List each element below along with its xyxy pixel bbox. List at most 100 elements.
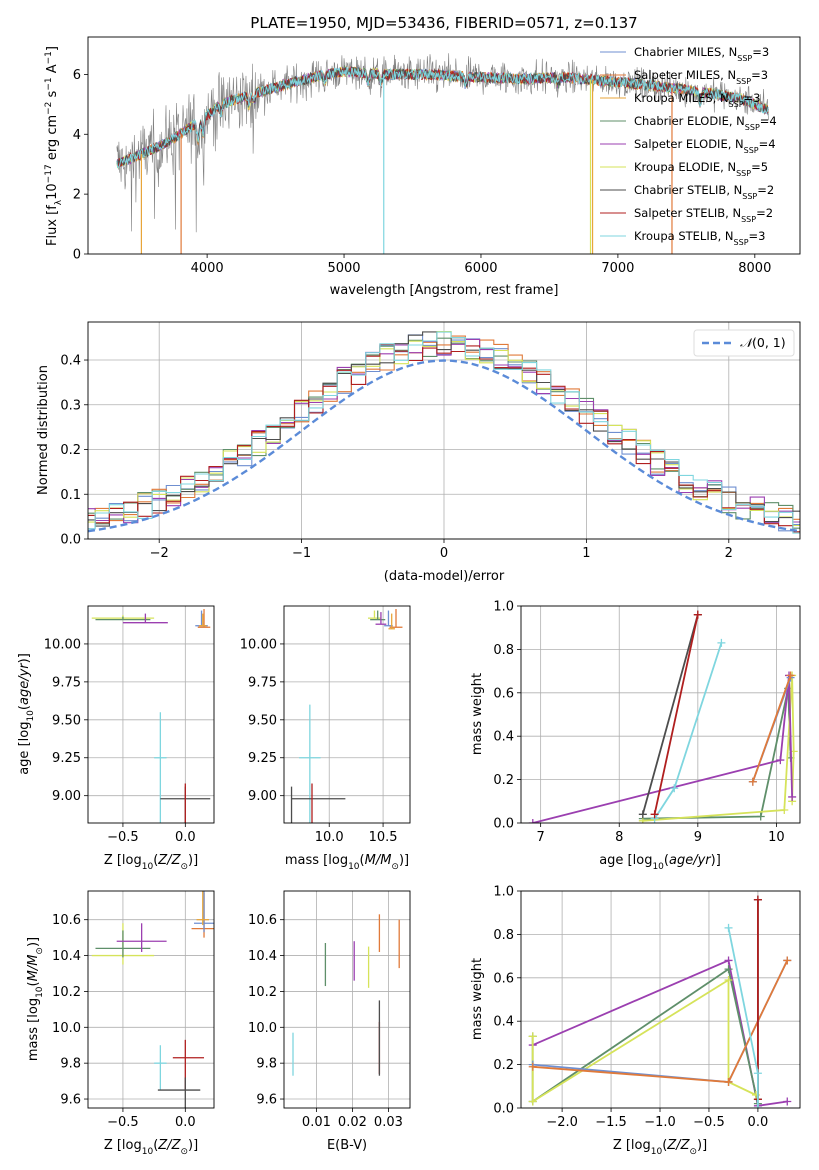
y-tick-label: 1.0 [493,885,514,900]
x-tick-label: 2 [725,546,733,561]
label-part: Z/Z [157,1138,181,1153]
y-tick-label: 6 [73,68,81,83]
x-tick-label: −1 [292,546,311,561]
plot-area [88,891,214,1108]
label-part: −17 [44,164,54,183]
y-tick-label: 9.75 [248,675,277,690]
label-part: Kroupa ELODIE, N [634,160,736,174]
label-part: ⊙ [35,947,45,955]
y-axis-label: Normed distribution [36,365,51,495]
weight-marker [724,956,733,965]
x-tick-label: −2 [150,546,169,561]
label-part: −2 [44,102,54,115]
label-part: )] [188,1138,198,1153]
x-tick-label: −0.5 [107,1115,139,1130]
label-part: )] [399,853,409,868]
y-tick-label: 10.6 [52,913,81,928]
x-axis-label: (data-model)/error [384,569,505,584]
plot-body [528,610,798,823]
plot-body [116,53,769,254]
weight-marker [748,777,757,786]
y-tick-label: 0.6 [493,686,514,701]
legend-box [693,329,795,357]
x-tick-label: 8000 [738,261,771,276]
x-tick-label: 0.03 [374,1115,403,1130]
x-tick-label: −1.0 [644,1115,676,1130]
y-tick-label: 10.2 [52,985,81,1000]
weight-marker [670,784,679,793]
label-part: −1 [44,77,54,90]
label-part: ] [45,46,60,51]
x-tick-label: 0.0 [175,830,196,845]
y-axis-label: Flux [fλ10−17 erg cm−2 s−1 A−1] [44,46,64,246]
x-tick-label: 4000 [191,261,224,276]
weight-marker [753,1104,762,1108]
label-part: )] [711,853,721,868]
weight-marker [724,965,733,974]
legend-label: Chabrier STELIB, NSSP=2 [634,183,774,201]
label-part: Flux [f [45,205,60,246]
plot-body [88,331,800,534]
y-tick-label: 10.00 [240,637,277,652]
label-part: Z/Z [157,853,181,868]
label-part: Z [log [613,1138,651,1153]
normal-curve [88,359,800,533]
y-tick-label: 2 [73,188,81,203]
x-axis-label: Z [log10(Z/Z⊙)] [104,853,198,872]
label-part: )] [188,853,198,868]
label-part: SSP [742,192,757,201]
label-part: mass [log [285,853,348,868]
y-axis-label: mass weight [470,673,485,755]
x-axis-label: mass [log10(M/M⊙)] [285,853,409,872]
y-tick-label: 9.75 [52,675,81,690]
y-tick-label: 9.8 [256,1057,277,1072]
label-part: 10 [26,710,36,722]
label-part: ( [26,981,41,986]
y-tick-label: 9.00 [248,789,277,804]
label-part: s [45,90,60,101]
y-tick-label: 0.3 [60,398,81,413]
label-part: SSP [744,146,759,155]
weight-marker [788,792,797,801]
plot-body [290,609,403,823]
x-tick-label: 0.0 [748,1115,769,1130]
legend-label: Kroupa MILES, NSSP=3 [634,91,760,109]
residual-histogram [88,338,800,524]
y-tick-label: 0.4 [493,1015,514,1030]
label-part: mass [log [26,998,41,1061]
y-tick-label: 9.00 [52,789,81,804]
label-part: =3 [751,68,768,82]
residual-histogram [88,331,800,534]
axes-frame [87,605,215,824]
label-part: (0, 1) [752,335,786,350]
panel-spectrum: 4000 5000 6000 7000 8000 0 2 4 6 Chabrier MILES, … [44,36,801,298]
label-part: ( [360,853,365,868]
x-tick-label: 7000 [601,261,634,276]
axes-frame [87,36,801,255]
label-part: SSP [736,77,751,86]
y-tick-label: 10.2 [248,985,277,1000]
label-part: SSP [736,169,751,178]
label-part: Salpeter STELIB, N [634,206,741,220]
y-tick-label: 0.8 [493,928,514,943]
y-tick-label: 0.0 [493,817,514,832]
label-part: erg cm [45,115,60,164]
y-tick-label: 10.0 [52,1021,81,1036]
label-part: =2 [756,206,773,220]
plot-body [91,609,211,823]
label-part: Chabrier MILES, N [634,45,737,59]
weight-marker [638,810,647,819]
y-axis-label: mass weight [470,958,485,1040]
label-part: Z [log [104,853,142,868]
label-part: Salpeter MILES, N [634,68,736,82]
legend-label: Salpeter ELODIE, NSSP=4 [634,137,776,155]
weight-marker [693,610,702,619]
label-part: ( [153,1138,158,1153]
weight-marker [786,671,795,680]
label-part: =3 [752,45,769,59]
y-tick-label: 0.0 [60,533,81,548]
label-part: Kroupa MILES, N [634,91,729,105]
label-part: ⊙ [180,1147,188,1157]
